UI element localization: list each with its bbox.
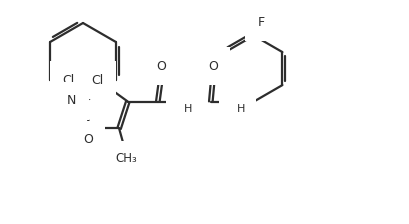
Text: F: F — [257, 16, 264, 29]
Text: H: H — [183, 103, 192, 114]
Text: O: O — [83, 134, 92, 146]
Text: N: N — [67, 94, 76, 107]
Text: Cl: Cl — [92, 73, 103, 86]
Text: N: N — [231, 94, 240, 107]
Text: H: H — [236, 103, 245, 114]
Text: O: O — [155, 60, 165, 73]
Text: Cl: Cl — [62, 73, 74, 86]
Text: CH₃: CH₃ — [115, 152, 137, 165]
Text: N: N — [178, 94, 187, 107]
Text: O: O — [207, 60, 217, 73]
